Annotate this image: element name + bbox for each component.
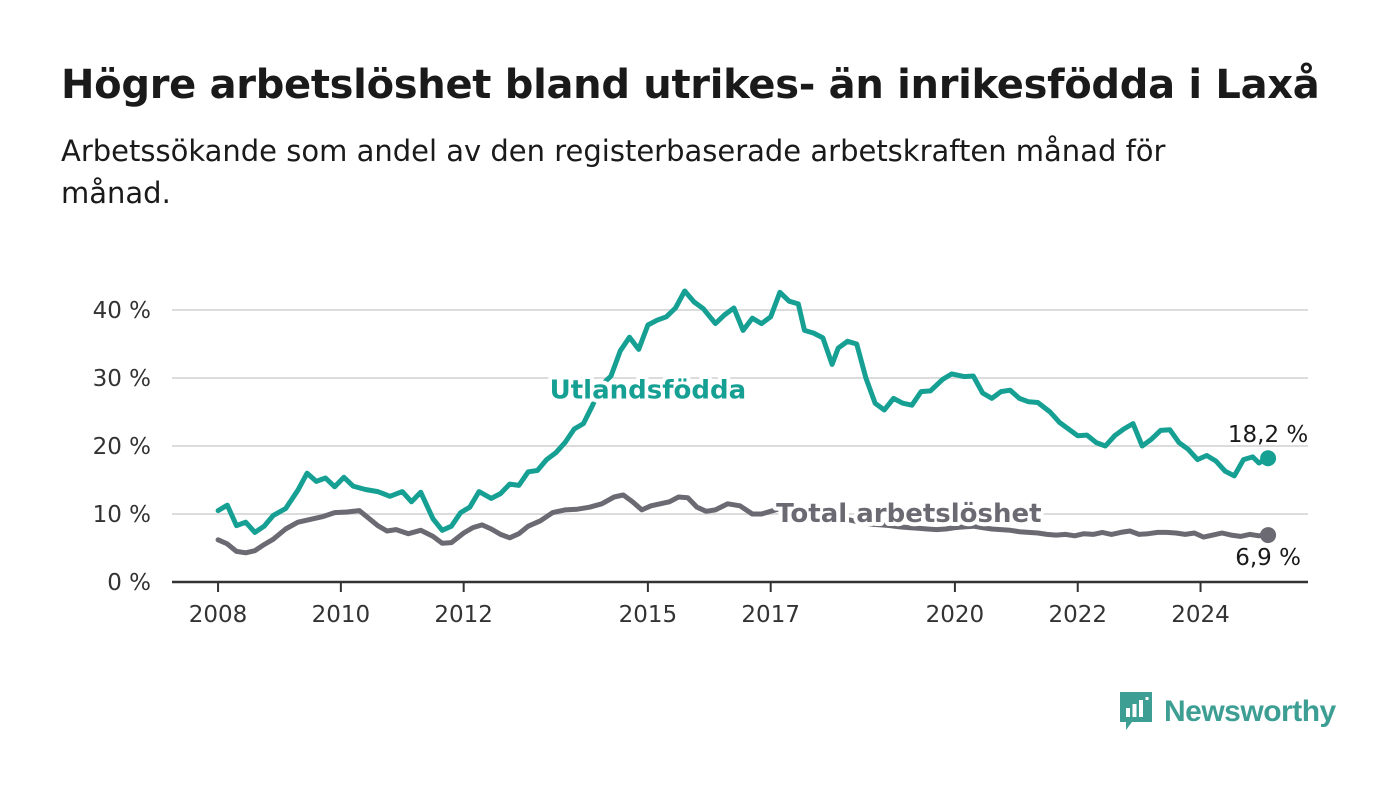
y-axis-ticks: 0 % 10 % 20 % 30 % 40 %: [93, 298, 151, 596]
x-tick-label: 2010: [312, 602, 371, 628]
series-labels: Utlandsfödda Total arbetslöshet 18,2 % 6,9 …: [546, 371, 1309, 571]
series-line-utlandsfodda: [215, 288, 1271, 535]
x-tick-label: 2020: [926, 602, 985, 628]
gridlines: [172, 309, 1308, 515]
x-axis-ticks: 2008 2010 2012 2015 2017 2020 2022 2024: [189, 582, 1230, 628]
series-lines: [215, 288, 1277, 556]
brand-logo: Newsworthy: [1118, 690, 1336, 734]
y-tick-label: 10 %: [93, 502, 151, 528]
x-tick-label: 2017: [741, 602, 800, 628]
brand-name: Newsworthy: [1164, 695, 1336, 728]
series-label-utlandsfodda: Utlandsfödda: [550, 375, 747, 405]
y-tick-label: 20 %: [93, 434, 151, 460]
x-tick-label: 2022: [1048, 602, 1107, 628]
series-label-total-arbetsloshet: Total arbetslöshet: [776, 499, 1041, 529]
y-tick-label: 30 %: [93, 366, 151, 392]
x-tick-label: 2015: [619, 602, 678, 628]
chart-title: Högre arbetslöshet bland utrikes- än inr…: [61, 62, 1320, 108]
x-tick-label: 2008: [189, 602, 248, 628]
x-tick-label: 2012: [434, 602, 493, 628]
series-end-dot-total-arbetsloshet: [1260, 527, 1277, 544]
x-tick-label: 2024: [1171, 602, 1230, 628]
chart-subtitle: Arbetssökande som andel av den registerb…: [61, 134, 1166, 210]
newsworthy-logo-icon: [1120, 692, 1152, 730]
end-value-label-total-arbetsloshet: 6,9 %: [1235, 545, 1301, 571]
y-tick-label: 0 %: [107, 570, 151, 596]
series-end-dot-utlandsfodda: [1260, 450, 1277, 467]
end-value-label-utlandsfodda: 18,2 %: [1228, 422, 1308, 448]
series-line-total-arbetsloshet: [215, 492, 1271, 556]
y-tick-label: 40 %: [93, 298, 151, 324]
